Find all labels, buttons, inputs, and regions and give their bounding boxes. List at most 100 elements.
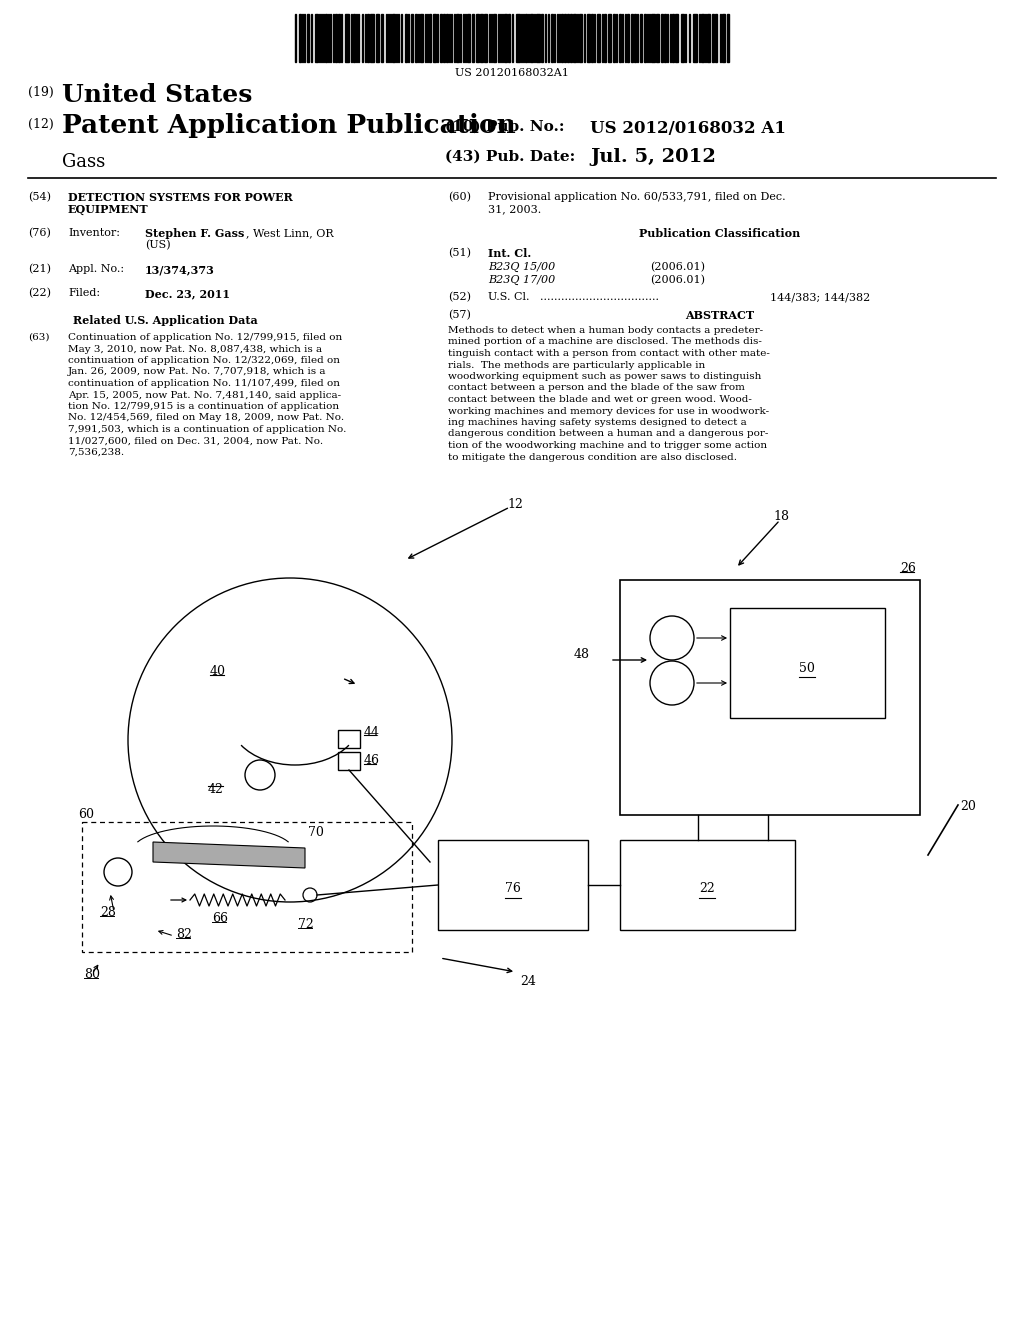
Bar (551, 15, 553, 62)
Text: 48: 48 (574, 648, 590, 661)
Text: rials.  The methods are particularly applicable in: rials. The methods are particularly appl… (449, 360, 706, 370)
Text: working machines and memory devices for use in woodwork-: working machines and memory devices for … (449, 407, 769, 416)
Bar (627, 15, 629, 62)
Text: Jan. 26, 2009, now Pat. No. 7,707,918, which is a: Jan. 26, 2009, now Pat. No. 7,707,918, w… (68, 367, 327, 376)
Text: No. 12/454,569, filed on May 18, 2009, now Pat. No.: No. 12/454,569, filed on May 18, 2009, n… (68, 413, 344, 422)
Text: Provisional application No. 60/533,791, filed on Dec.: Provisional application No. 60/533,791, … (488, 191, 785, 202)
Text: US 2012/0168032 A1: US 2012/0168032 A1 (590, 120, 785, 137)
Text: Apr. 15, 2005, now Pat. No. 7,481,140, said applica-: Apr. 15, 2005, now Pat. No. 7,481,140, s… (68, 391, 341, 400)
Text: mined portion of a machine are disclosed. The methods dis-: mined portion of a machine are disclosed… (449, 338, 762, 346)
Text: 26: 26 (900, 562, 915, 576)
Text: Dec. 23, 2011: Dec. 23, 2011 (145, 288, 230, 300)
Text: U.S. Cl.: U.S. Cl. (488, 292, 529, 302)
Text: 60: 60 (78, 808, 94, 821)
Text: Related U.S. Application Data: Related U.S. Application Data (73, 315, 257, 326)
Bar (476, 15, 479, 62)
Text: , West Linn, OR: , West Linn, OR (246, 228, 334, 238)
Bar (662, 15, 663, 62)
Text: 7,991,503, which is a continuation of application No.: 7,991,503, which is a continuation of ap… (68, 425, 346, 434)
Text: (2006.01): (2006.01) (650, 261, 705, 272)
Bar (345, 15, 349, 62)
Bar (420, 15, 423, 62)
Text: (43) Pub. Date:: (43) Pub. Date: (445, 150, 575, 164)
Bar (438, 840, 588, 931)
Text: Jul. 5, 2012: Jul. 5, 2012 (590, 148, 716, 166)
Text: (19): (19) (28, 86, 53, 99)
Text: Stephen F. Gass: Stephen F. Gass (145, 228, 245, 239)
Bar (672, 15, 674, 62)
Bar (681, 15, 684, 62)
Text: dangerous condition between a human and a dangerous por-: dangerous condition between a human and … (449, 429, 768, 438)
Bar (707, 15, 710, 62)
Bar (570, 15, 572, 62)
Bar (712, 15, 714, 62)
Bar (504, 15, 507, 62)
Text: 31, 2003.: 31, 2003. (488, 205, 542, 214)
Text: contact between a person and the blade of the saw from: contact between a person and the blade o… (449, 384, 744, 392)
Bar (664, 15, 666, 62)
Text: 12: 12 (507, 498, 523, 511)
Bar (693, 15, 697, 62)
Text: 28: 28 (100, 906, 116, 919)
Text: (21): (21) (28, 264, 51, 275)
Bar (415, 15, 417, 62)
Text: ing machines having safety systems designed to detect a: ing machines having safety systems desig… (449, 418, 746, 426)
Bar (541, 15, 543, 62)
Bar (525, 15, 527, 62)
Text: (US): (US) (145, 240, 171, 251)
Text: Int. Cl.: Int. Cl. (488, 248, 531, 259)
Bar (433, 15, 436, 62)
Text: (52): (52) (449, 292, 471, 302)
Bar (573, 15, 575, 62)
Bar (376, 15, 379, 62)
Text: tion No. 12/799,915 is a continuation of application: tion No. 12/799,915 is a continuation of… (68, 403, 339, 411)
Text: contact between the blade and wet or green wood. Wood-: contact between the blade and wet or gre… (449, 395, 752, 404)
Bar (651, 15, 655, 62)
Bar (715, 15, 717, 62)
Bar (591, 15, 593, 62)
Text: 18: 18 (773, 510, 790, 523)
Bar (516, 15, 520, 62)
Text: 46: 46 (364, 754, 380, 767)
Bar (381, 15, 383, 62)
Bar (370, 15, 374, 62)
Text: Filed:: Filed: (68, 288, 100, 298)
Text: 70: 70 (308, 826, 324, 840)
Bar (440, 15, 442, 62)
Bar (644, 15, 646, 62)
Polygon shape (153, 842, 305, 869)
Text: 82: 82 (176, 928, 191, 941)
Bar (367, 15, 369, 62)
Bar (730, 609, 885, 718)
Bar (640, 15, 642, 62)
Bar (480, 15, 483, 62)
Bar (456, 15, 459, 62)
Bar (467, 15, 470, 62)
Bar (579, 15, 582, 62)
Bar (338, 752, 360, 770)
Text: 11/027,600, filed on Dec. 31, 2004, now Pat. No.: 11/027,600, filed on Dec. 31, 2004, now … (68, 437, 324, 446)
Bar (338, 15, 340, 62)
Bar (335, 15, 337, 62)
Bar (315, 15, 318, 62)
Text: Continuation of application No. 12/799,915, filed on: Continuation of application No. 12/799,9… (68, 333, 342, 342)
Bar (472, 15, 474, 62)
Text: ..................................: .................................. (540, 292, 659, 302)
Text: 7,536,238.: 7,536,238. (68, 447, 124, 457)
Text: B23Q 17/00: B23Q 17/00 (488, 275, 555, 285)
Bar (701, 15, 705, 62)
Text: (54): (54) (28, 191, 51, 202)
Text: May 3, 2010, now Pat. No. 8,087,438, which is a: May 3, 2010, now Pat. No. 8,087,438, whi… (68, 345, 323, 354)
Bar (727, 15, 729, 62)
Text: 144/383; 144/382: 144/383; 144/382 (770, 292, 870, 302)
Text: (76): (76) (28, 228, 51, 239)
Bar (620, 579, 920, 814)
Bar (406, 15, 407, 62)
Text: 40: 40 (210, 665, 226, 678)
Text: (57): (57) (449, 310, 471, 321)
Text: continuation of application No. 11/107,499, filed on: continuation of application No. 11/107,4… (68, 379, 340, 388)
Bar (597, 15, 600, 62)
Bar (82, 822, 412, 952)
Text: US 20120168032A1: US 20120168032A1 (455, 69, 569, 78)
Text: EQUIPMENT: EQUIPMENT (68, 205, 148, 215)
